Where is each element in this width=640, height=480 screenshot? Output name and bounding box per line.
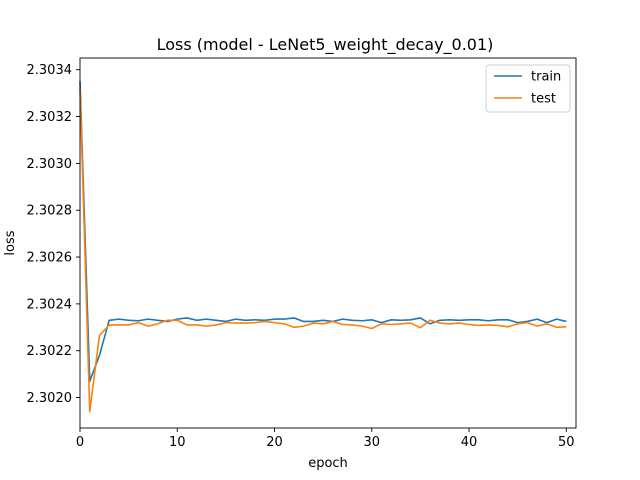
chart-title: Loss (model - LeNet5_weight_decay_0.01): [157, 35, 494, 55]
x-tick-label: 20: [266, 435, 283, 450]
y-tick-label: 2.3024: [27, 297, 73, 312]
x-tick-label: 30: [363, 435, 380, 450]
legend: train test: [485, 64, 571, 113]
legend-label-train: train: [531, 70, 561, 85]
axes-frame: [79, 57, 577, 429]
x-tick-label: 50: [558, 435, 575, 450]
series-line-train: [79, 81, 567, 382]
axes: 0 10 20 30 40 50 2.3020 2.3022 2.3024 2.3026 2.302…: [27, 57, 577, 450]
y-tick-label: 2.3020: [27, 391, 73, 406]
plot-area: [79, 81, 567, 413]
legend-label-test: test: [531, 92, 556, 107]
y-tick-label: 2.3026: [27, 251, 73, 266]
x-tick-label: 40: [461, 435, 478, 450]
y-tick-label: 2.3034: [27, 63, 73, 78]
x-tick-label: 0: [76, 435, 84, 450]
x-tick-label: 10: [169, 435, 186, 450]
x-axis-label: epoch: [308, 456, 348, 471]
series-line-test: [79, 88, 567, 413]
y-tick-label: 2.3030: [27, 157, 73, 172]
y-tick-label: 2.3028: [27, 204, 73, 219]
y-tick-label: 2.3022: [27, 344, 73, 359]
y-axis-label: loss: [3, 230, 18, 255]
y-tick-label: 2.3032: [27, 110, 73, 125]
